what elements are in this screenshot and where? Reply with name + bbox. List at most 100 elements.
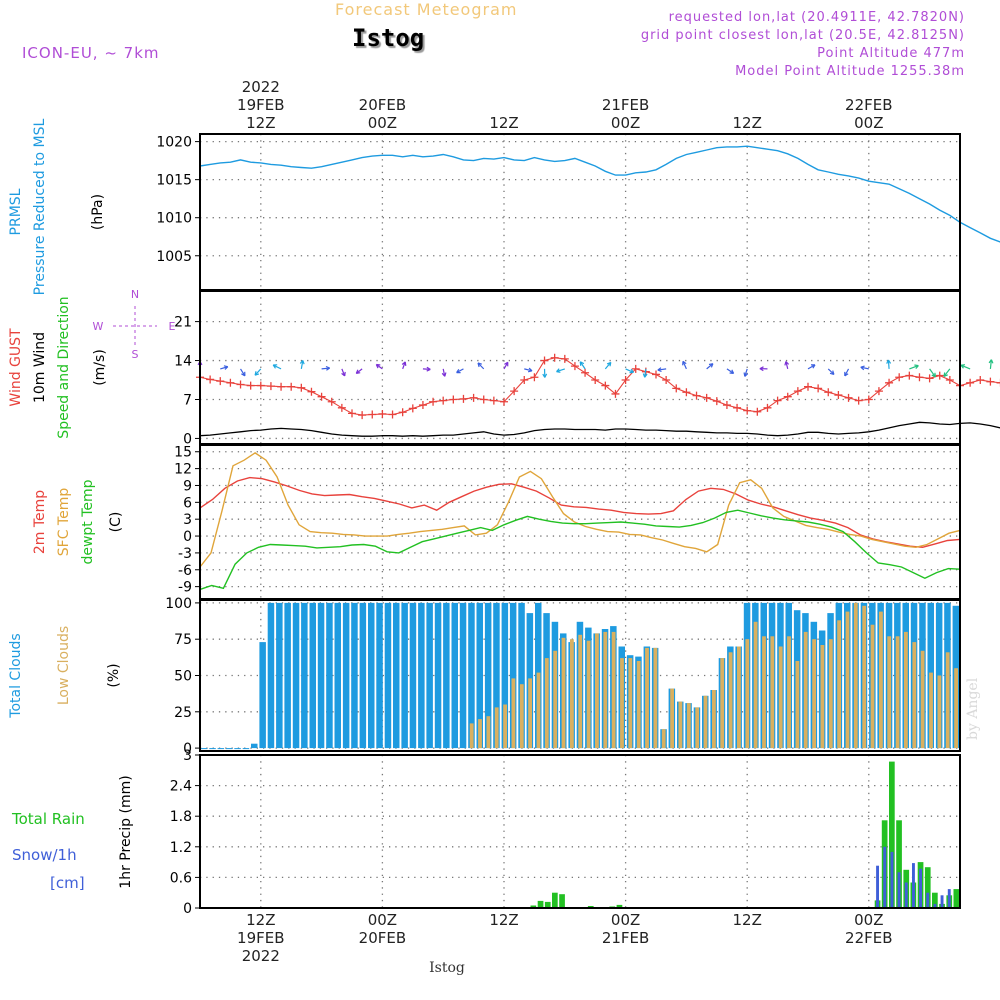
gust-marker (844, 393, 853, 402)
wind-direction-arrow (657, 368, 667, 371)
sfc-temp-axis-label: SFC Temp (56, 488, 72, 557)
low-cloud-bar (895, 636, 900, 749)
snow-bar (883, 846, 887, 908)
gust-marker (510, 387, 519, 396)
total-clouds-axis-label: Total Clouds (8, 633, 24, 718)
low-cloud-bar (661, 729, 666, 749)
total-cloud-bar (334, 602, 341, 749)
gust-marker (793, 387, 802, 396)
location-title: Istog (352, 24, 425, 52)
low-cloud-bar (862, 605, 867, 749)
gust-marker (885, 378, 894, 387)
wind-direction-arrow (272, 364, 282, 370)
top-time-label: 00Z (368, 114, 397, 132)
gust-marker (895, 373, 904, 382)
total-cloud-bar (276, 602, 283, 749)
low-cloud-bar (904, 631, 908, 749)
snow-bar (940, 895, 944, 909)
y-tick-label: 6 (183, 495, 192, 511)
rain-bar (889, 761, 895, 908)
bottom-time-label: 21FEB (602, 929, 649, 947)
total-cloud-bar (309, 602, 316, 749)
low-cloud-bar (511, 678, 516, 749)
gust-marker (966, 378, 975, 387)
low-cloud-bar (929, 672, 933, 749)
gust-marker (530, 373, 539, 382)
low-cloud-bar (503, 704, 507, 749)
low-cloud-bar (628, 658, 633, 749)
total-cloud-bar (234, 748, 241, 750)
gust-marker (783, 392, 792, 401)
wind-direction-arrow (300, 360, 304, 369)
bottom-time-label: 12Z (246, 911, 275, 929)
wind-direction-arrow (254, 368, 262, 376)
gust-marker (824, 388, 833, 397)
gust-marker (489, 396, 498, 405)
gust-marker (388, 410, 397, 419)
wind-direction-arrowhead (504, 361, 509, 367)
wind-direction-arrow (943, 368, 951, 377)
gust-marker (469, 393, 478, 402)
panel-frame (199, 290, 961, 445)
gust-marker (662, 376, 671, 385)
top-time-label: 12Z (733, 114, 762, 132)
low-cloud-bar (954, 668, 958, 749)
gust-marker (378, 409, 387, 418)
wind-direction-arrow (682, 361, 687, 370)
dewpt-axis-label: dewpt Temp (80, 479, 96, 564)
wind-direction-arrow (579, 361, 586, 370)
wind-direction-arrowhead (254, 371, 260, 376)
compass-e-label: E (169, 320, 176, 333)
snow-bar (890, 851, 894, 908)
bottom-time-label: 00Z (854, 911, 883, 929)
gust-marker (925, 374, 934, 383)
snow-unit-legend: [cm] (50, 874, 85, 892)
total-cloud-bar (509, 602, 517, 749)
rain-bar (559, 894, 565, 908)
total-cloud-bar (301, 602, 308, 749)
wind-direction-arrowhead (341, 371, 346, 377)
y-tick-label: 14 (174, 354, 192, 370)
gust-marker (439, 396, 448, 405)
y-tick-label: 1010 (156, 211, 192, 227)
gust-marker (682, 388, 691, 397)
total-cloud-bar (217, 748, 225, 750)
wind-direction-arrow (503, 362, 509, 370)
gust-marker (479, 395, 488, 404)
total-cloud-bar (292, 602, 300, 749)
total-cloud-bar (401, 602, 408, 749)
wind-direction-arrow (220, 366, 228, 370)
low-cloud-bar (645, 647, 649, 749)
wind-direction-axis-label: Speed and Direction (56, 296, 72, 438)
y-tick-label: 0 (183, 431, 192, 447)
wind-direction-arrowhead (355, 369, 361, 374)
gust-marker (773, 396, 782, 405)
low-cloud-bar (803, 631, 808, 749)
total-cloud-bar (368, 602, 375, 749)
total-cloud-bar (518, 602, 525, 749)
total-cloud-bar (476, 602, 483, 749)
wind-direction-arrowhead (810, 364, 816, 369)
rain-bar (537, 900, 544, 908)
gust-marker (631, 364, 640, 373)
gust-marker (287, 382, 296, 391)
y-tick-label: 25 (174, 705, 192, 721)
snow-bar (919, 868, 922, 908)
total-cloud-bar (351, 602, 358, 749)
wind-direction-arrowhead (375, 363, 381, 369)
low-cloud-bar (478, 719, 482, 749)
point-altitude: Point Altitude 477m (817, 46, 965, 61)
total-cloud-bar (409, 602, 417, 749)
gust-marker (307, 387, 316, 396)
gust-marker (560, 354, 569, 363)
total-cloud-bar (226, 748, 233, 750)
rain-bar (896, 820, 902, 908)
total-cloud-bar (326, 602, 333, 749)
low-cloud-bar (636, 661, 641, 749)
wind-direction-arrowhead (299, 360, 305, 365)
gust-marker (368, 410, 377, 419)
low-clouds-axis-label: Low Clouds (56, 626, 72, 705)
clouds-unit-label: (%) (106, 663, 122, 687)
total-cloud-bar (259, 642, 266, 749)
wind-direction-arrowhead (860, 365, 865, 371)
